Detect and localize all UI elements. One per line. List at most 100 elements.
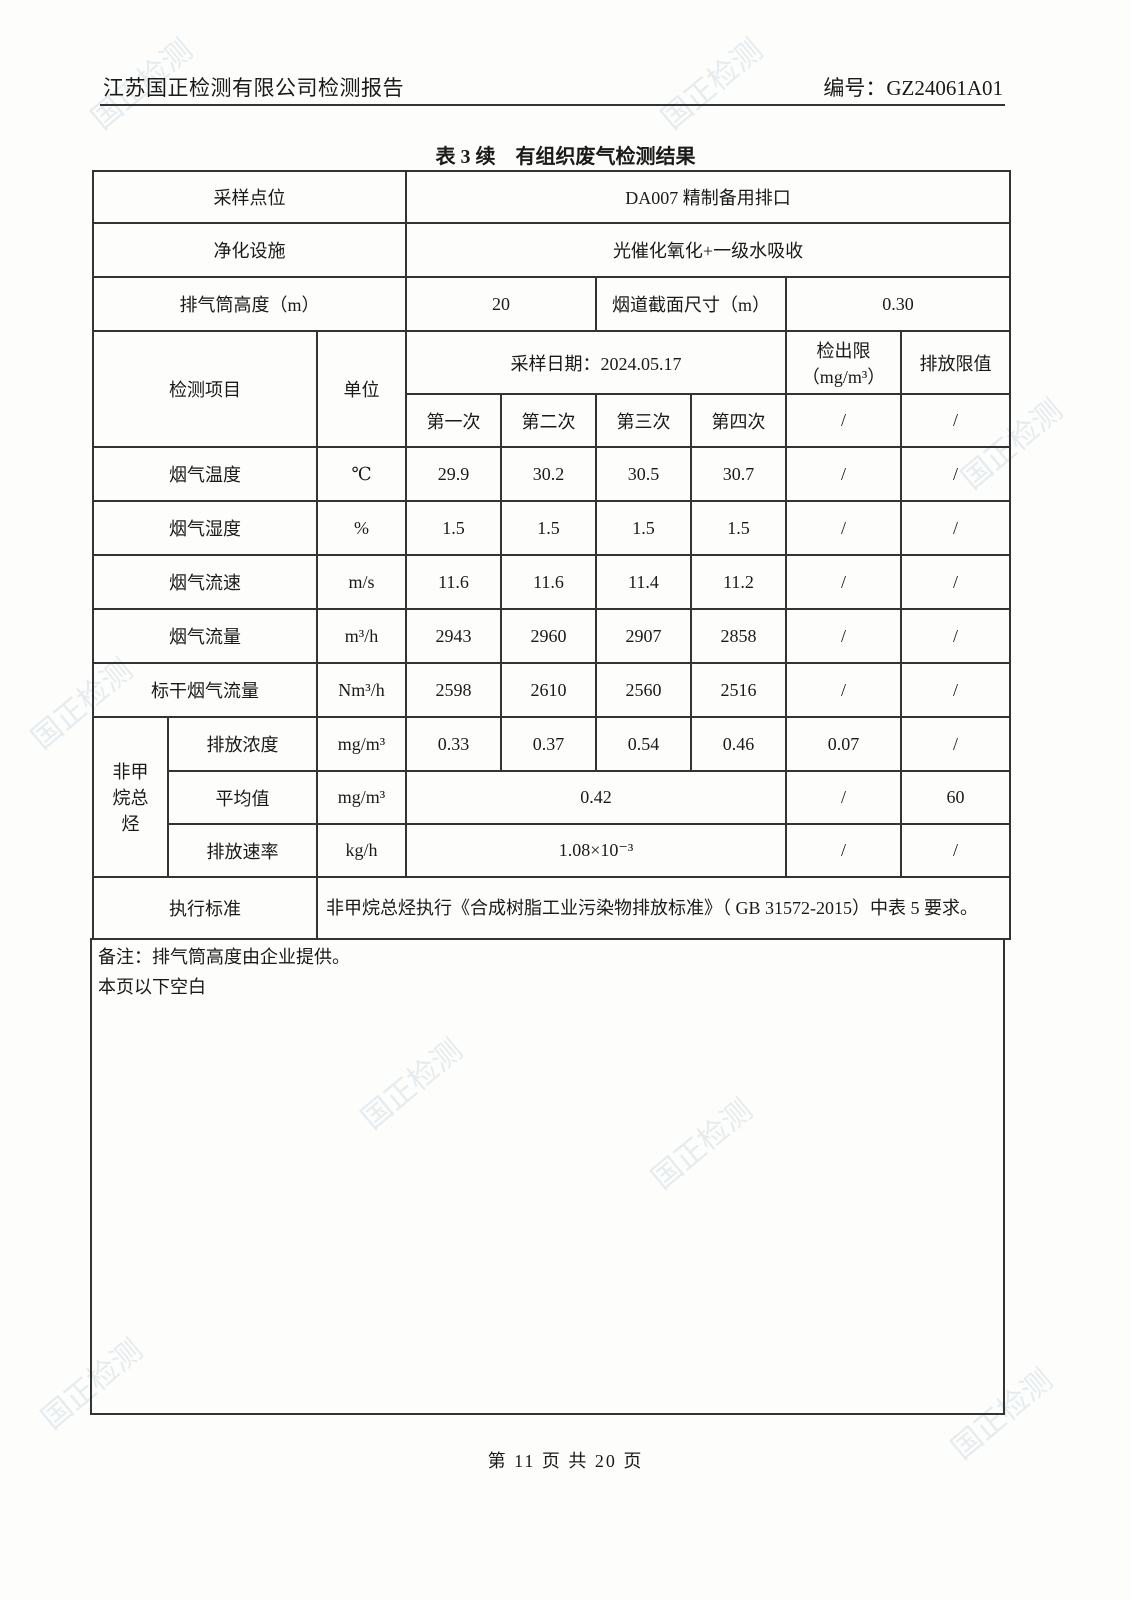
header-emission-limit: 排放限值 xyxy=(900,330,1012,395)
cell: 2560 xyxy=(595,662,693,718)
cell: 0.37 xyxy=(500,716,598,772)
table-row: 标干烟气流量 Nm³/h 2598 2610 2560 2516// xyxy=(92,662,1012,718)
table-row: 烟气流量 m³/h 2943 2960 2907 2858// xyxy=(92,608,1012,664)
cell: / xyxy=(785,554,903,610)
unit: % xyxy=(315,500,408,556)
unit: m³/h xyxy=(315,608,408,664)
watermark: 国正检测 xyxy=(655,33,769,136)
cell: 30.7 xyxy=(690,446,788,502)
item: 烟气流量 xyxy=(92,608,318,664)
table-header-row: 检测项目 单位 采样日期：2024.05.17 检出限（mg/m³） 排放限值 xyxy=(92,330,1012,448)
cell: / xyxy=(900,608,1012,664)
cell: / xyxy=(785,662,903,718)
cell: 0.46 xyxy=(690,716,788,772)
label: 排气筒高度（m） xyxy=(91,276,408,332)
cell: 2610 xyxy=(500,662,598,718)
cell: / xyxy=(785,608,903,664)
item: 标干烟气流量 xyxy=(92,662,318,718)
table-row: 排放速率 kg/h 1.08×10⁻³ / / xyxy=(93,823,1012,878)
unit: m/s xyxy=(315,554,408,610)
table-row: 执行标准 非甲烷总烃执行《合成树脂工业污染物排放标准》（ GB 31572-20… xyxy=(92,876,1012,940)
item: 烟气流速 xyxy=(92,554,318,610)
item: 排放速率 xyxy=(167,823,318,878)
cell: / xyxy=(900,446,1012,502)
cell: / xyxy=(900,662,1012,718)
cell: 0.07 xyxy=(785,716,903,772)
item: 烟气温度 xyxy=(92,446,318,502)
table-row: 排气筒高度（m） 20 烟道截面尺寸（m） 0.30 xyxy=(91,276,1012,332)
cell: 0.54 xyxy=(595,716,693,772)
cell: / xyxy=(785,446,903,502)
value: 0.30 xyxy=(785,276,1012,332)
report-number: 编号：GZ24061A01 xyxy=(823,76,1003,100)
company-name: 江苏国正检测有限公司检测报告 xyxy=(103,76,404,100)
cell: 29.9 xyxy=(405,446,503,502)
cell: / xyxy=(785,823,903,878)
unit: kg/h xyxy=(315,823,408,878)
unit: ℃ xyxy=(315,446,408,502)
notes-box: 备注：排气筒高度由企业提供。 本页以下空白 xyxy=(90,938,1005,1415)
table-row: 非甲烷总烃 排放浓度 mg/m³ 0.33 0.37 0.54 0.46 0.0… xyxy=(92,716,1012,878)
page-number: 第 11 页 共 20 页 xyxy=(487,1451,644,1471)
table-row: 净化设施 光催化氧化+一级水吸收 xyxy=(91,222,1012,278)
cell: 11.6 xyxy=(500,554,598,610)
label: 净化设施 xyxy=(91,222,408,278)
item: 平均值 xyxy=(167,770,318,825)
cell: / xyxy=(785,500,903,556)
cell: / xyxy=(785,770,903,825)
table-row: 烟气流速 m/s 11.6 11.6 11.4 11.2// xyxy=(92,554,1012,610)
unit: Nm³/h xyxy=(315,662,408,718)
cell: 2858 xyxy=(690,608,788,664)
cell: 11.2 xyxy=(690,554,788,610)
item: 排放浓度 xyxy=(167,716,318,772)
cell: / xyxy=(900,823,1012,878)
cell: 0.42 xyxy=(405,770,788,825)
header-date: 采样日期：2024.05.17 xyxy=(405,330,788,395)
cell: / xyxy=(900,393,1012,448)
header-unit: 单位 xyxy=(315,330,408,448)
note-line: 备注：排气筒高度由企业提供。 xyxy=(98,947,350,967)
cell: 2516 xyxy=(690,662,788,718)
standard-label: 执行标准 xyxy=(92,876,318,940)
cell: 0.33 xyxy=(405,716,503,772)
cell: 2907 xyxy=(595,608,693,664)
cell: 2943 xyxy=(405,608,503,664)
unit: mg/m³ xyxy=(315,716,408,772)
cell: 1.5 xyxy=(595,500,693,556)
table-row: 烟气温度 ℃ 29.9 30.2 30.5 30.7// xyxy=(92,446,1012,502)
header-divider xyxy=(100,104,1005,106)
table-header-row: 第一次 第二次 第三次 第四次 / / xyxy=(93,393,1012,448)
group-label: 非甲烷总烃 xyxy=(92,716,169,878)
cell: 60 xyxy=(900,770,1012,825)
header-run: 第三次 xyxy=(595,393,693,448)
cell: 1.08×10⁻³ xyxy=(405,823,788,878)
cell: 30.5 xyxy=(595,446,693,502)
table-row: 平均值 mg/m³ 0.42 / 60 xyxy=(93,770,1012,825)
item: 烟气湿度 xyxy=(92,500,318,556)
cell: 30.2 xyxy=(500,446,598,502)
value: 光催化氧化+一级水吸收 xyxy=(405,222,1012,278)
header-run: 第一次 xyxy=(405,393,503,448)
cell: 2598 xyxy=(405,662,503,718)
table-row: 烟气湿度% 1.5 1.5 1.5 1.5// xyxy=(92,500,1012,556)
cell: 11.6 xyxy=(405,554,503,610)
standard-text: 非甲烷总烃执行《合成树脂工业污染物排放标准》（ GB 31572-2015）中表… xyxy=(315,876,1012,940)
header-item: 检测项目 xyxy=(92,330,318,448)
cell: / xyxy=(900,500,1012,556)
cell: 1.5 xyxy=(500,500,598,556)
note-line: 本页以下空白 xyxy=(98,977,206,997)
results-table: 采样点位 DA007 精制备用排口 净化设施 光催化氧化+一级水吸收 排气筒高度… xyxy=(91,170,1012,940)
cell: / xyxy=(785,393,903,448)
value: 20 xyxy=(405,276,598,332)
cell: / xyxy=(900,554,1012,610)
table-title: 表 3 续 有组织废气检测结果 xyxy=(435,146,696,168)
cell: 1.5 xyxy=(405,500,503,556)
label: 采样点位 xyxy=(91,170,408,224)
value: DA007 精制备用排口 xyxy=(405,170,1012,224)
header-run: 第四次 xyxy=(690,393,788,448)
header-run: 第二次 xyxy=(500,393,598,448)
cell: 2960 xyxy=(500,608,598,664)
cell: 1.5 xyxy=(690,500,788,556)
header-detection-limit: 检出限（mg/m³） xyxy=(785,330,903,395)
label: 烟道截面尺寸（m） xyxy=(595,276,788,332)
